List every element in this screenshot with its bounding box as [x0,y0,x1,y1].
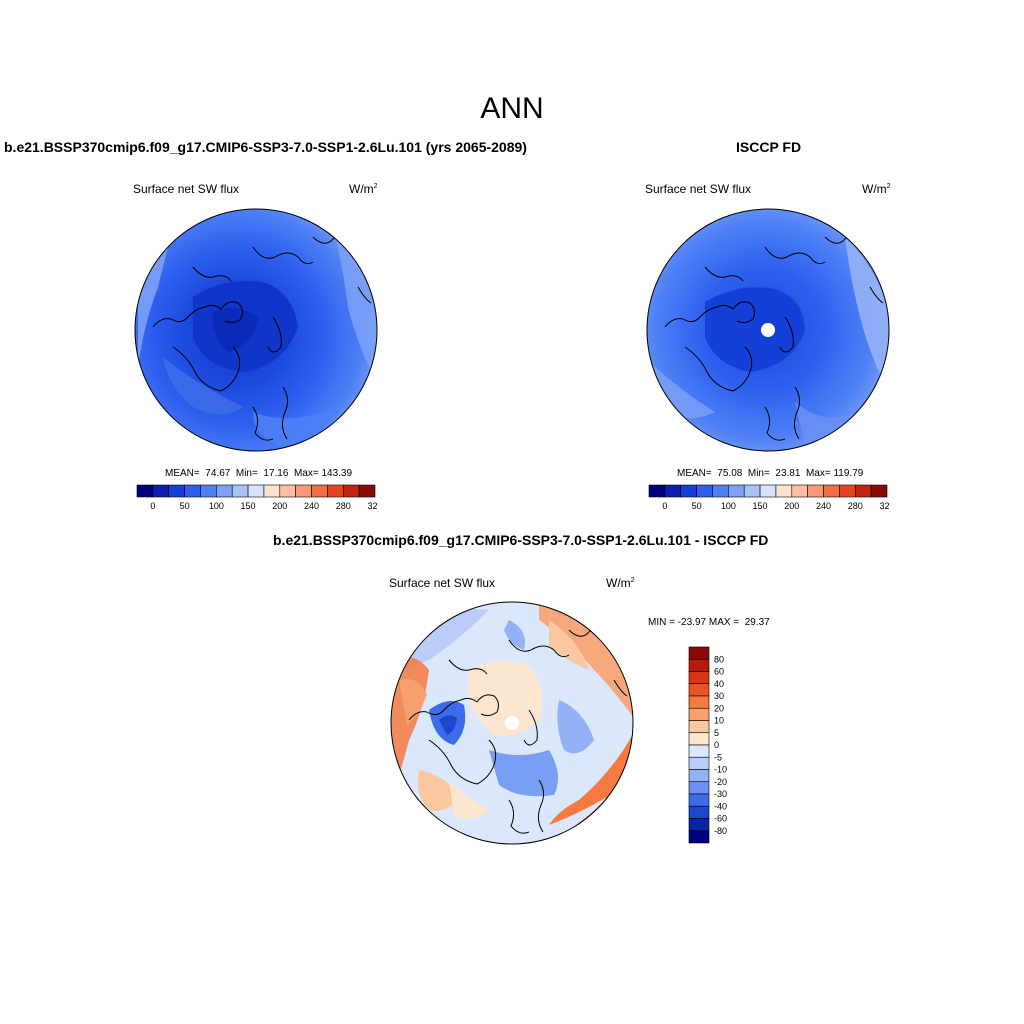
left-colorbar-tick-label: 200 [272,501,287,511]
right-colorbar-box [712,484,729,498]
right-colorbar-tick-label: 280 [848,501,863,511]
diff-colorbar-tick-label: 60 [714,667,724,677]
diff-stats: MIN = -23.97 MAX = 29.37 [648,617,770,628]
diff-colorbar-box [688,793,710,807]
right-colorbar-box [680,484,697,498]
diff-colorbar-box [688,707,710,721]
diff-colorbar-tick-label: -40 [714,801,727,811]
left-colorbar-box [342,484,360,498]
right-colorbar-box [839,484,856,498]
left-map-boundary [134,208,378,452]
diff-colorbar-box [688,683,710,697]
right-colorbar-tick-label: 240 [816,501,831,511]
left-colorbar-tick-label: 320 [367,501,377,511]
diff-units-label: W/m2 [606,576,635,590]
left-colorbar-box [311,484,328,498]
left-colorbar-box [168,484,185,498]
right-colorbar-box [664,484,682,498]
left-colorbar-tick-label: 100 [209,501,224,511]
left-colorbar-tick-label: 240 [304,501,319,511]
left-colorbar-box [358,484,376,498]
left-colorbar-tick-label: 0 [150,501,155,511]
left-variable-label: Surface net SW flux [133,182,240,196]
left-stats: MEAN= 74.67 Min= 17.16 Max= 143.39 [165,468,353,479]
diff-variable-label: Surface net SW flux [389,576,496,590]
right-colorbar-box [854,484,872,498]
left-colorbar-box [327,484,344,498]
left-colorbar-box [184,484,201,498]
right-colorbar-tick-label: 200 [784,501,799,511]
diff-colorbar-box [688,744,710,758]
right-colorbar-box [807,484,824,498]
diff-colorbar-tick-label: 0 [714,740,719,750]
right-colorbar-box [759,484,777,498]
diff-map-boundary [390,601,634,845]
right-stats: MEAN= 75.08 Min= 23.81 Max= 119.79 [677,468,864,479]
diff-polar-map [390,601,634,845]
left-panel-title: b.e21.BSSP370cmip6.f09_g17.CMIP6-SSP3-7.… [4,139,527,155]
right-colorbar-box [791,484,808,498]
left-units-label: W/m2 [349,182,378,196]
diff-colorbar-box [688,769,710,783]
right-colorbar-tick-label: 100 [721,501,736,511]
diff-colorbar-box [688,658,710,672]
right-colorbar-tick-label: 50 [692,501,702,511]
right-colorbar-box [870,484,888,498]
right-panel-title: ISCCP FD [736,139,802,155]
diff-colorbar-tick-label: 40 [714,679,724,689]
right-colorbar-box [728,484,745,498]
right-polar-map [646,208,890,452]
diff-colorbar-box [688,756,710,770]
right-colorbar-box [823,484,840,498]
diff-colorbar-box [688,695,710,709]
left-colorbar-tick-label: 280 [336,501,351,511]
right-colorbar-tick-label: 0 [662,501,667,511]
right-units-label: W/m2 [862,182,891,196]
diff-colorbar-tick-label: -80 [714,826,727,836]
diff-colorbar-tick-label: 10 [714,716,724,726]
diff-colorbar-box [688,732,710,746]
right-colorbar-box [696,484,713,498]
diff-colorbar-tick-label: -10 [714,765,727,775]
diff-colorbar-tick-label: 20 [714,703,724,713]
diff-colorbar-tick-label: 30 [714,691,724,701]
diff-colorbar-tick-label: -30 [714,789,727,799]
diff-colorbar-box [688,671,710,685]
diff-panel-title: b.e21.BSSP370cmip6.f09_g17.CMIP6-SSP3-7.… [273,532,769,548]
diff-colorbar-tick-label: 5 [714,728,719,738]
left-colorbar-tick-label: 50 [180,501,190,511]
diff-colorbar-box [688,720,710,734]
right-variable-label: Surface net SW flux [645,182,752,196]
diff-colorbar-box [688,781,710,795]
right-colorbar: 0 50 100 150 200 240 280 320 [648,484,889,511]
diff-colorbar-tick-label: -60 [714,814,727,824]
diff-colorbar-tick-label: 80 [714,654,724,664]
diff-colorbar: 80 60 40 30 20 10 5 0 -5 -10 -20 -30 -40 -60 -80 [688,646,727,844]
left-colorbar-box [247,484,265,498]
diff-colorbar-box [688,818,710,832]
right-colorbar-box [743,484,761,498]
left-colorbar-box [216,484,233,498]
diff-colorbar-box [688,646,710,660]
diff-colorbar-box [688,805,710,819]
left-colorbar-box [263,484,281,498]
left-colorbar-box [231,484,249,498]
left-polar-map [134,208,378,452]
right-colorbar-tick-label: 150 [753,501,768,511]
diff-colorbar-tick-label: -20 [714,777,727,787]
left-colorbar-tick-label: 150 [241,501,256,511]
right-map-boundary [646,208,890,452]
right-colorbar-box [648,484,666,498]
diff-colorbar-tick-label: -5 [714,752,722,762]
left-colorbar-box [152,484,170,498]
right-colorbar-tick-label: 320 [879,501,889,511]
diff-colorbar-box [688,830,710,844]
left-colorbar-box [279,484,296,498]
left-colorbar-box [136,484,154,498]
left-colorbar-box [295,484,312,498]
right-colorbar-box [775,484,793,498]
left-colorbar-box [200,484,217,498]
figure-title: ANN [480,92,544,125]
left-colorbar: 0 50 100 150 200 240 280 320 [136,484,377,511]
